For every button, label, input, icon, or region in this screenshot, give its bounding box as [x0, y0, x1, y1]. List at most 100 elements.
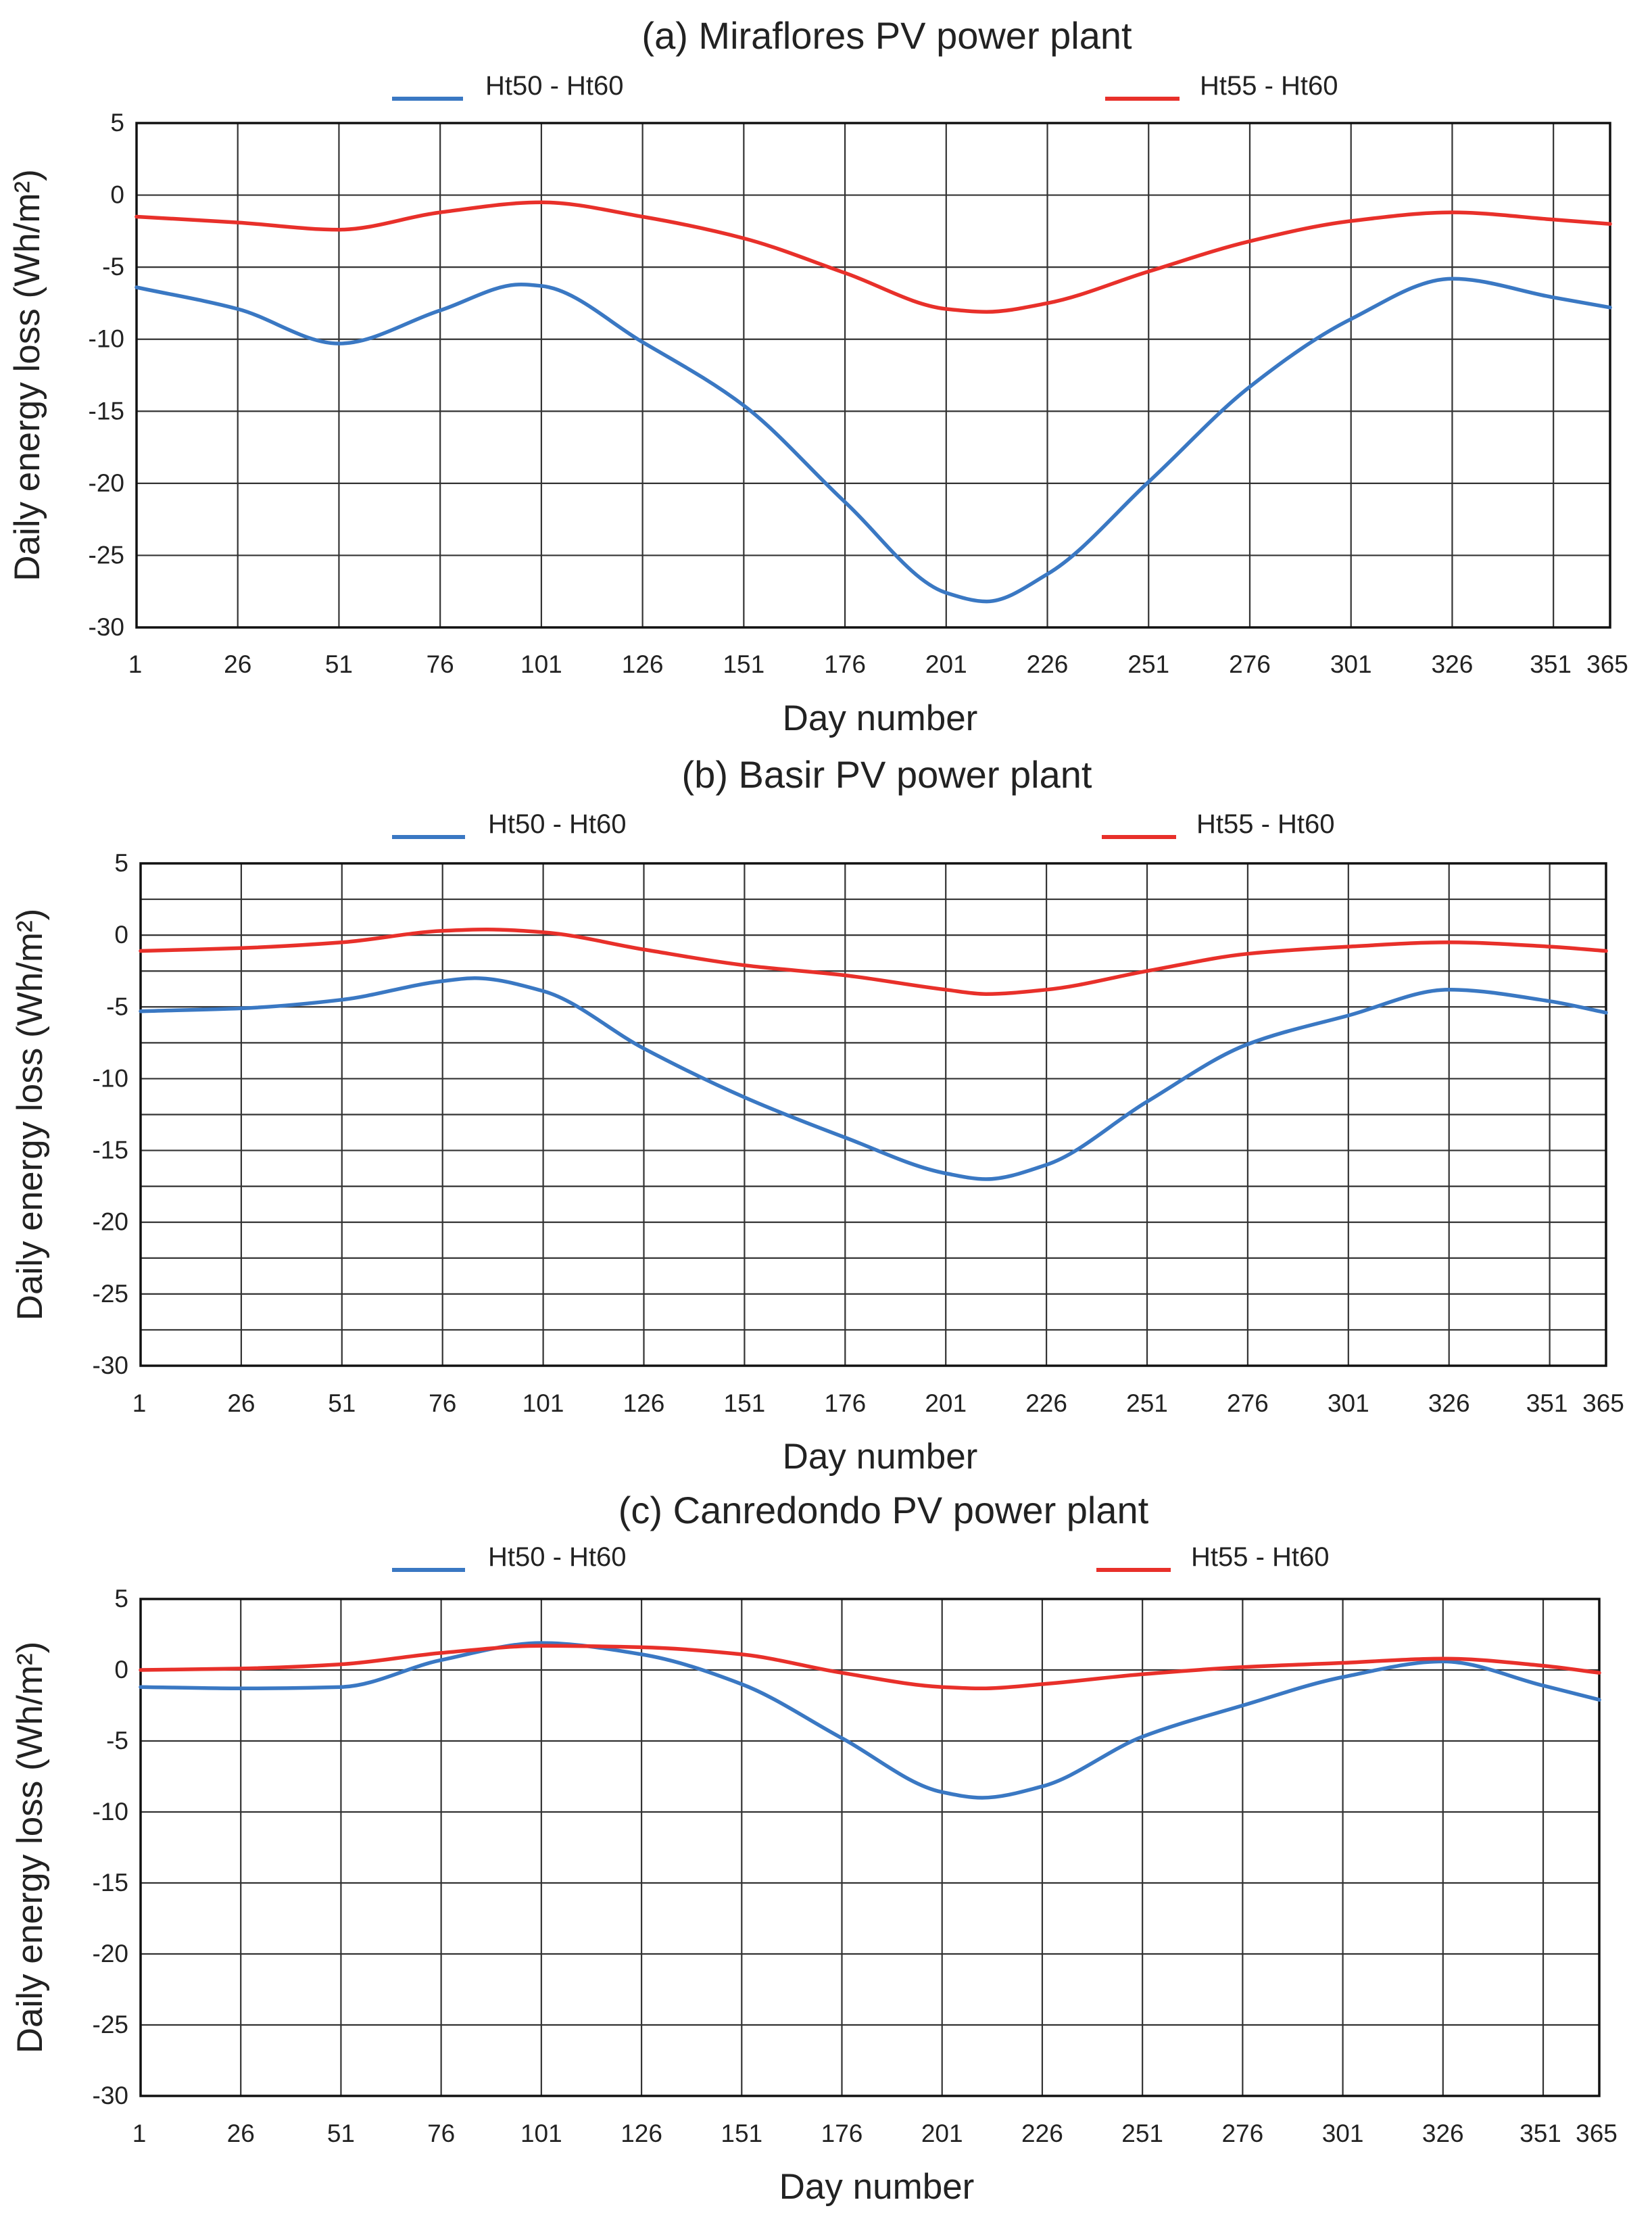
x-tick-label: 101: [520, 650, 562, 678]
y-tick-label: 0: [114, 1656, 128, 1683]
series-line-ht55-ht60: [139, 1644, 1601, 1691]
x-tick-label: 351: [1520, 2120, 1561, 2147]
x-tick-label: 301: [1322, 2120, 1364, 2147]
y-tick-label: -5: [106, 993, 128, 1020]
x-tick-label: 51: [328, 1389, 356, 1417]
y-tick-label: 0: [114, 921, 128, 949]
x-axis-label: Day number: [779, 2167, 975, 2207]
y-tick-label: -30: [93, 2082, 128, 2109]
y-tick-label: -10: [93, 1064, 128, 1092]
x-tick-label: 1: [128, 650, 143, 678]
x-tick-label: 276: [1221, 2120, 1263, 2147]
x-tick-label: 251: [1127, 650, 1169, 678]
legend-label: Ht55 - Ht60: [1191, 1542, 1330, 1572]
x-tick-label: 176: [824, 650, 866, 678]
series-line-ht50-ht60: [139, 1641, 1601, 1800]
x-tick-label: 151: [723, 650, 764, 678]
x-tick-label: 301: [1328, 1389, 1369, 1417]
x-tick-label: 151: [724, 1389, 766, 1417]
chart-panel-2: (b) Basir PV power plant 5 0 -5 -10 -15 -20 -25…: [10, 753, 1624, 1477]
chart-title: (a) Miraflores PV power plant: [641, 14, 1132, 57]
x-axis-label: Day number: [783, 1437, 978, 1477]
y-tick-label: 5: [110, 109, 124, 137]
y-tick-label: -30: [93, 1352, 128, 1379]
grid-lines: [139, 1598, 1601, 2097]
chart-title: (b) Basir PV power plant: [682, 753, 1092, 796]
series-line-ht50-ht60: [135, 277, 1612, 604]
y-tick-label: -5: [106, 1727, 128, 1754]
legend-label: Ht50 - Ht60: [488, 809, 627, 839]
x-tick-label: 151: [721, 2120, 762, 2147]
chart-panel-1: (a) Miraflores PV power plant 5 0 -5 -10 -15 -…: [7, 14, 1628, 738]
x-tick-label: 76: [427, 2120, 455, 2147]
x-tick-label: 226: [1027, 650, 1069, 678]
x-tick-label: 26: [227, 2120, 255, 2147]
y-tick-label: -20: [93, 1208, 128, 1236]
x-tick-label: 1: [132, 1389, 147, 1417]
legend-label: Ht55 - Ht60: [1196, 809, 1335, 839]
x-tick-label: 176: [824, 1389, 866, 1417]
x-tick-label: 101: [520, 2120, 562, 2147]
x-tick-label: 26: [224, 650, 251, 678]
legend-item: Ht50 - Ht60: [392, 71, 624, 101]
x-tick-label: 126: [621, 2120, 662, 2147]
x-tick-label: 201: [921, 2120, 963, 2147]
y-tick-label: 5: [114, 1585, 128, 1613]
x-tick-label: 276: [1227, 1389, 1269, 1417]
y-tick-label: -25: [93, 2011, 128, 2038]
chart-panel-3: (c) Canredondo PV power plant 5 0 -5 -10 -15 -…: [10, 1489, 1618, 2207]
x-tick-label: 76: [429, 1389, 456, 1417]
y-tick-label: -15: [93, 1869, 128, 1896]
x-tick-label: 365: [1576, 2120, 1618, 2147]
y-tick-label: -10: [93, 1798, 128, 1825]
y-tick-label: -25: [89, 541, 124, 569]
legend-item: Ht50 - Ht60: [392, 1542, 627, 1572]
x-tick-label: 76: [427, 650, 454, 678]
x-tick-label: 51: [327, 2120, 355, 2147]
legend-label: Ht50 - Ht60: [485, 71, 624, 101]
plot-area-frame: [139, 1598, 1601, 2097]
x-tick-label: 251: [1126, 1389, 1168, 1417]
x-tick-label: 126: [622, 650, 664, 678]
y-tick-label: -5: [102, 253, 124, 281]
x-tick-label: 26: [227, 1389, 255, 1417]
x-axis-label: Day number: [783, 698, 978, 738]
grid-lines: [135, 122, 1611, 629]
x-tick-label: 365: [1586, 650, 1628, 678]
x-tick-label: 326: [1422, 2120, 1464, 2147]
y-tick-label: -20: [93, 1940, 128, 1967]
y-tick-label: -10: [89, 325, 124, 353]
y-tick-label: 0: [110, 181, 124, 209]
y-tick-label: 5: [114, 849, 128, 877]
legend-item: Ht55 - Ht60: [1096, 1542, 1330, 1572]
x-tick-label: 176: [821, 2120, 863, 2147]
y-tick-label: -25: [93, 1280, 128, 1308]
y-axis-label: Daily energy loss (Wh/m²): [10, 909, 50, 1321]
series-line-ht55-ht60: [139, 927, 1608, 996]
chart-title: (c) Canredondo PV power plant: [618, 1489, 1149, 1531]
x-tick-label: 226: [1025, 1389, 1067, 1417]
series-line-ht50-ht60: [139, 976, 1608, 1181]
x-tick-label: 1: [132, 2120, 147, 2147]
x-tick-label: 126: [623, 1389, 665, 1417]
x-tick-label: 101: [523, 1389, 564, 1417]
x-tick-label: 326: [1428, 1389, 1470, 1417]
x-tick-label: 365: [1582, 1389, 1624, 1417]
plot-area-frame: [135, 122, 1611, 629]
x-tick-label: 201: [925, 1389, 967, 1417]
y-tick-label: -15: [93, 1137, 128, 1164]
x-tick-label: 351: [1530, 650, 1572, 678]
x-tick-label: 201: [925, 650, 967, 678]
y-axis-label: Daily energy loss (Wh/m²): [7, 169, 47, 581]
x-tick-label: 351: [1526, 1389, 1568, 1417]
legend-item: Ht50 - Ht60: [392, 809, 627, 839]
x-tick-label: 251: [1121, 2120, 1163, 2147]
legend-item: Ht55 - Ht60: [1105, 71, 1338, 101]
y-tick-label: -15: [89, 397, 124, 425]
legend-label: Ht50 - Ht60: [488, 1542, 627, 1572]
y-tick-label: -20: [89, 469, 124, 497]
x-tick-label: 301: [1330, 650, 1372, 678]
y-axis-label: Daily energy loss (Wh/m²): [10, 1642, 50, 2054]
plot-area-frame: [139, 862, 1607, 1367]
